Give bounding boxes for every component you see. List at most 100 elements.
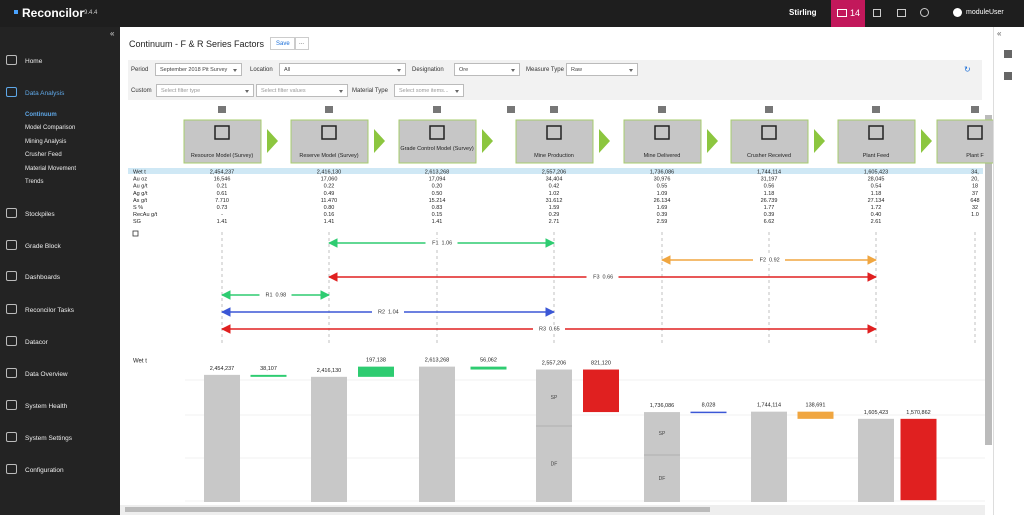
measure-label: Measure Type: [526, 67, 564, 73]
factor-name: F2: [760, 257, 766, 263]
collapse-button[interactable]: [550, 106, 558, 113]
cell: 2,454,237: [210, 169, 234, 175]
factor-value: 0.66: [603, 274, 614, 280]
factor-value: 0.98: [276, 292, 287, 298]
rail-chart-icon[interactable]: [1004, 50, 1012, 58]
expand-button[interactable]: [507, 106, 515, 113]
measure-select[interactable]: Raw: [566, 63, 638, 76]
user-avatar[interactable]: [953, 8, 962, 17]
stage-box: [290, 119, 369, 164]
row-label: Au g/t: [133, 184, 148, 190]
nav-item[interactable]: Data Analysis: [25, 90, 65, 97]
cell: 2.61: [871, 219, 882, 225]
cell: 20,: [971, 177, 979, 183]
cell: 0.73: [217, 205, 228, 211]
stage-box: [623, 119, 702, 164]
nav-item[interactable]: System Health: [25, 403, 68, 410]
nav-item[interactable]: Reconcilor Tasks: [25, 307, 75, 314]
user-name[interactable]: moduleUser: [966, 9, 1004, 16]
edit-icon[interactable]: [132, 230, 139, 237]
stage-box: [183, 119, 262, 164]
more-button[interactable]: ...: [294, 37, 310, 50]
rail-table-icon[interactable]: [1004, 72, 1012, 80]
cell: 0.15: [432, 212, 443, 218]
cell: 0.54: [871, 184, 882, 190]
factor-name: R2: [378, 309, 385, 315]
cell: -: [221, 212, 223, 218]
logo-mark: [14, 10, 18, 14]
cell: 0.55: [657, 184, 668, 190]
nav-item[interactable]: Data Overview: [25, 371, 68, 378]
horizontal-scrollbar[interactable]: [125, 507, 710, 512]
material-select[interactable]: Select some items...: [394, 84, 464, 97]
delta-label: 38,107: [260, 366, 277, 372]
period-label: Period: [131, 67, 149, 73]
collapse-sidebar[interactable]: «: [110, 29, 115, 38]
nav-sub-item[interactable]: Crusher Feed: [25, 152, 62, 159]
cell: 1.69: [657, 205, 668, 211]
cell: 18: [972, 184, 978, 190]
collapse-button[interactable]: [433, 106, 441, 113]
cell: 27.134: [868, 198, 885, 204]
nav-sub-item[interactable]: Model Comparison: [25, 125, 76, 132]
cell: 1.02: [549, 191, 560, 197]
cell: 0.29: [549, 212, 560, 218]
factor-name: R1: [265, 292, 272, 298]
cell: 1.18: [871, 191, 882, 197]
collapse-button[interactable]: [765, 106, 773, 113]
download-icon[interactable]: [873, 9, 881, 17]
nav-sub-item[interactable]: Continuum: [25, 112, 57, 118]
cell: 16,546: [214, 177, 231, 183]
cell: 30,976: [654, 177, 671, 183]
nav-item[interactable]: Grade Block: [25, 243, 61, 250]
vertical-scrollbar[interactable]: [985, 115, 992, 445]
flow-chevron: [374, 129, 385, 153]
total-bar: [644, 412, 680, 502]
nav-item[interactable]: Stockpiles: [25, 211, 55, 218]
nav-item[interactable]: Dashboards: [25, 274, 61, 281]
refresh-button[interactable]: ↻: [964, 65, 971, 74]
delta-bar: [358, 366, 394, 377]
nav-icon: [6, 208, 17, 218]
location-select[interactable]: All: [279, 63, 406, 76]
nav-item[interactable]: System Settings: [25, 435, 72, 442]
collapse-button[interactable]: [872, 106, 880, 113]
home-icon[interactable]: [897, 9, 906, 17]
period-select[interactable]: September 2018 Pit Survey: [155, 63, 242, 76]
cell: 17,060: [321, 177, 338, 183]
flow-chevron: [921, 129, 932, 153]
collapse-button[interactable]: [971, 106, 979, 113]
nav-sub-item[interactable]: Material Movement: [25, 165, 77, 172]
cell: 1.18: [764, 191, 775, 197]
stage-box: [398, 119, 477, 164]
nav-item[interactable]: Datacor: [25, 339, 48, 346]
designation-select[interactable]: Ore: [454, 63, 520, 76]
nav-item[interactable]: Configuration: [25, 467, 64, 474]
cell: 1,736,086: [650, 169, 674, 175]
delta-bar: [690, 411, 727, 414]
save-button[interactable]: Save: [270, 37, 296, 50]
cell: 0.16: [324, 212, 335, 218]
custom-type-select[interactable]: Select filter type: [156, 84, 254, 97]
info-icon[interactable]: [920, 8, 929, 17]
stage-name: Plant Feed: [862, 153, 890, 159]
delta-bar: [797, 411, 834, 419]
expand-rail[interactable]: «: [997, 29, 1002, 38]
collapse-button[interactable]: [218, 106, 226, 113]
stage-box: [515, 119, 594, 164]
nav-sub-item[interactable]: Trends: [25, 179, 44, 185]
nav-item[interactable]: Home: [25, 58, 43, 65]
row-label: RecAu g/t: [133, 212, 158, 218]
collapse-button[interactable]: [325, 106, 333, 113]
top-bar: Reconcilor 9.4.4 Stirling 14 moduleUser: [0, 0, 1024, 27]
nav-sub-item[interactable]: Mining Analysis: [25, 138, 67, 145]
cell: 1.59: [549, 205, 560, 211]
site-name[interactable]: Stirling: [789, 8, 817, 17]
cell: 1,605,423: [864, 169, 888, 175]
custom-values-select[interactable]: Select filter values: [256, 84, 348, 97]
stage-icon: [214, 125, 230, 140]
total-label: 1,736,086: [650, 403, 674, 409]
notifications[interactable]: 14: [831, 0, 865, 27]
cell: 2,416,130: [317, 169, 341, 175]
collapse-button[interactable]: [658, 106, 666, 113]
